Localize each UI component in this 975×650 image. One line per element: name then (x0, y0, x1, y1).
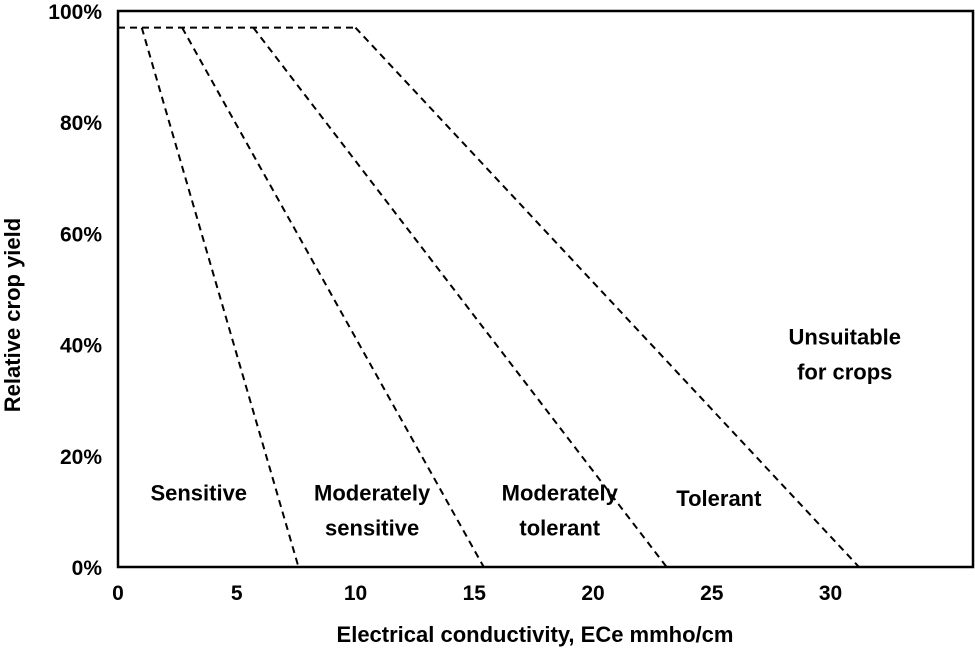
y-tick-label: 60% (60, 223, 102, 246)
region-label: Moderately tolerant (502, 480, 619, 540)
region-label-line: Sensitive (150, 480, 247, 505)
region-label-line: Unsuitable (789, 325, 901, 350)
threshold-line (252, 27, 668, 568)
region-label: Moderately sensitive (314, 480, 431, 540)
threshold-line (140, 27, 300, 568)
threshold-line (354, 26, 860, 568)
region-label-line: for crops (797, 360, 892, 385)
region-label-line: Moderately (502, 480, 619, 505)
y-tick-labels: 0% 20% 40% 60% 80% 100% (48, 1, 102, 580)
x-tick-label: 20 (581, 582, 604, 605)
y-tick-label: 0% (72, 557, 103, 580)
y-axis-title: Relative crop yield (0, 218, 25, 412)
x-tick-label: 0 (112, 582, 124, 605)
region-label-line: sensitive (325, 515, 419, 540)
y-tick-label: 20% (60, 446, 102, 469)
y-tick-label: 40% (60, 335, 102, 358)
x-tick-label: 25 (700, 582, 724, 605)
region-label-line: Tolerant (676, 486, 762, 511)
region-label-line: Moderately (314, 480, 431, 505)
region-label-line: tolerant (519, 515, 600, 540)
y-tick-label: 100% (48, 1, 102, 24)
x-tick-label: 15 (463, 582, 487, 605)
plot-area-frame (116, 9, 975, 569)
region-label: Tolerant (676, 486, 762, 511)
x-tick-label: 10 (344, 582, 367, 605)
x-tick-label: 5 (231, 582, 243, 605)
x-tick-label: 30 (819, 582, 842, 605)
x-tick-labels: 0 5 10 15 20 25 30 (112, 582, 842, 605)
x-axis-title: Electrical conductivity, ECe mmho/cm (337, 622, 734, 647)
tolerance-threshold-lines (118, 26, 860, 568)
region-label: Sensitive (150, 480, 247, 505)
threshold-line (181, 27, 485, 568)
y-tick-label: 80% (60, 112, 102, 135)
tolerance-region-labels: Sensitive Moderately sensitive Moderately to… (150, 325, 901, 541)
region-label: Unsuitable for crops (789, 325, 901, 385)
